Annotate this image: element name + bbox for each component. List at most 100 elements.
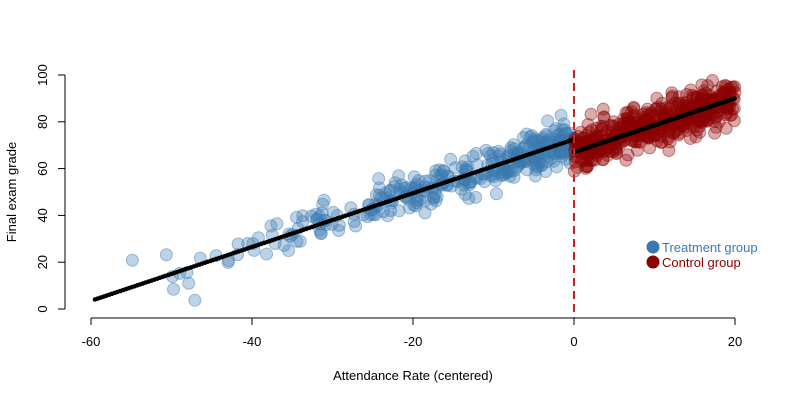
treatment-point	[491, 144, 505, 158]
treatment-point	[547, 154, 561, 168]
treatment-point	[493, 147, 507, 161]
treatment-point	[555, 122, 569, 136]
x-tick-label: 0	[570, 334, 577, 349]
control-point	[720, 106, 734, 120]
control-point	[680, 87, 694, 101]
treatment-point	[539, 129, 553, 143]
treatment-point	[426, 190, 440, 204]
control-point	[676, 96, 690, 110]
treatment-point	[532, 156, 546, 170]
control-point	[715, 80, 729, 94]
control-point	[590, 148, 604, 162]
treatment-point	[530, 160, 544, 174]
treatment-point	[409, 199, 423, 213]
control-point	[623, 118, 637, 132]
treatment-point	[458, 187, 472, 201]
treatment-point	[528, 132, 542, 146]
control-point	[627, 100, 641, 114]
control-point	[650, 91, 664, 105]
control-point	[596, 152, 610, 166]
y-tick-label: 100	[35, 64, 50, 86]
control-point	[581, 117, 595, 131]
control-point	[604, 119, 618, 133]
y-tick-label: 80	[35, 115, 50, 129]
x-tick-label: -20	[404, 334, 423, 349]
treatment-point	[290, 210, 304, 224]
treatment-point	[317, 193, 331, 207]
treatment-point	[499, 164, 513, 178]
control-point	[724, 108, 738, 122]
treatment-point	[507, 170, 521, 184]
treatment-point	[501, 165, 515, 179]
treatment-point	[554, 108, 568, 122]
control-point	[620, 117, 634, 131]
control-point	[632, 113, 646, 127]
treatment-point	[159, 248, 173, 262]
control-point	[620, 112, 634, 126]
control-point	[649, 102, 663, 116]
control-point	[698, 110, 712, 124]
treatment-point	[560, 126, 574, 140]
control-point	[576, 131, 590, 145]
control-point	[672, 98, 686, 112]
control-point	[627, 102, 641, 116]
control-point	[588, 153, 602, 167]
control-point	[701, 79, 715, 93]
treatment-point	[539, 127, 553, 141]
control-point	[653, 129, 667, 143]
control-point	[585, 123, 599, 137]
treatment-point	[392, 204, 406, 218]
treatment-point	[518, 139, 532, 153]
treatment-point	[541, 114, 555, 128]
treatment-point	[412, 174, 426, 188]
control-point	[646, 107, 660, 121]
treatment-point	[525, 129, 539, 143]
control-point	[665, 89, 679, 103]
control-point	[708, 114, 722, 128]
control-point	[583, 154, 597, 168]
control-point	[718, 78, 732, 92]
control-point	[719, 79, 733, 93]
treatment-point	[504, 141, 518, 155]
treatment-point	[372, 172, 386, 186]
control-point	[676, 118, 690, 132]
control-point	[710, 109, 724, 123]
control-point	[699, 114, 713, 128]
control-point	[575, 153, 589, 167]
control-point	[584, 131, 598, 145]
control-point	[623, 117, 637, 131]
control-point	[627, 110, 641, 124]
treatment-point	[516, 130, 530, 144]
control-point	[686, 91, 700, 105]
treatment-point	[429, 164, 443, 178]
control-point	[601, 124, 615, 138]
control-point	[665, 86, 679, 100]
control-point	[596, 102, 610, 116]
control-point	[688, 114, 702, 128]
control-point	[568, 155, 582, 169]
control-point	[663, 135, 677, 149]
treatment-point	[492, 149, 506, 163]
control-point	[693, 119, 707, 133]
treatment-point	[381, 209, 395, 223]
control-point	[695, 93, 709, 107]
control-point	[709, 120, 723, 134]
treatment-point	[407, 198, 421, 212]
y-tick-label: 20	[35, 255, 50, 269]
treatment-point	[455, 160, 469, 174]
treatment-point	[552, 128, 566, 142]
control-point	[645, 105, 659, 119]
treatment-point	[378, 186, 392, 200]
control-point	[696, 90, 710, 104]
control-point	[719, 121, 733, 135]
control-point	[641, 108, 655, 122]
control-point	[607, 115, 621, 129]
x-tick-label: -60	[82, 334, 101, 349]
control-point	[661, 132, 675, 146]
treatment-point	[487, 170, 501, 184]
control-point	[638, 112, 652, 126]
control-point	[601, 148, 615, 162]
control-point	[699, 111, 713, 125]
treatment-point	[392, 182, 406, 196]
control-point	[695, 116, 709, 130]
